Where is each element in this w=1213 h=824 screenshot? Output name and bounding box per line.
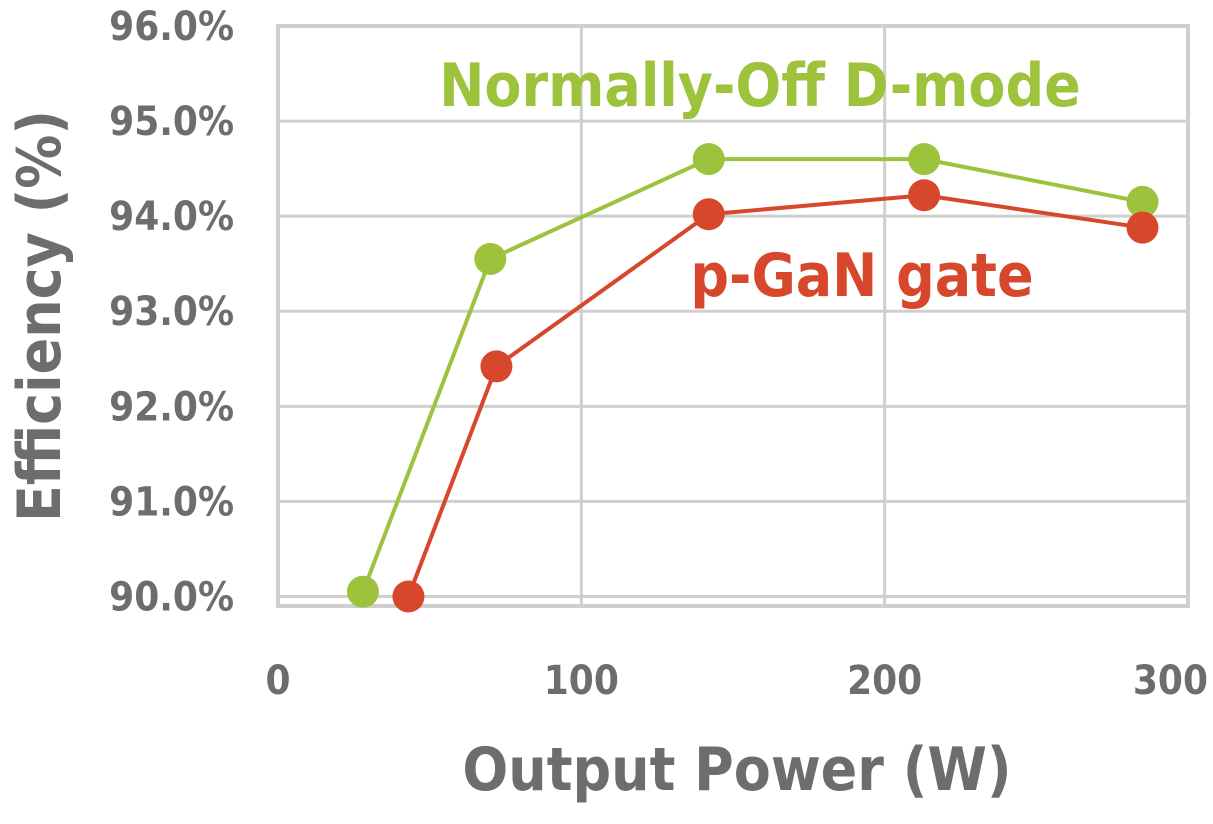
data-series — [346, 143, 1159, 613]
y-tick-label: 90.0% — [109, 574, 234, 620]
series-normally-off-d-mode — [346, 143, 1159, 608]
x-axis-title: Output Power (W) — [462, 735, 1011, 805]
data-point — [480, 350, 513, 383]
grid-lines — [278, 26, 1188, 606]
y-tick-label: 91.0% — [109, 479, 234, 525]
data-point — [908, 143, 941, 176]
x-tick-label: 100 — [544, 658, 619, 704]
x-tick-labels: 0 100 200 300 — [265, 658, 1208, 704]
data-point — [346, 575, 379, 608]
y-axis-title: Efficiency (%) — [5, 110, 75, 522]
plot-frame — [276, 24, 1190, 608]
x-tick-label: 0 — [265, 658, 290, 704]
series-label-normally-off-d-mode: Normally-Off D-mode — [439, 51, 1080, 121]
data-point — [1126, 211, 1159, 244]
data-point — [1126, 185, 1159, 218]
y-tick-label: 93.0% — [109, 289, 234, 335]
x-tick-label: 300 — [1133, 658, 1208, 704]
series-label-p-gan-gate: p-GaN gate — [690, 241, 1033, 311]
y-tick-label: 92.0% — [109, 384, 234, 430]
data-point — [392, 580, 425, 613]
data-point — [692, 198, 725, 231]
y-tick-labels: 90.0% 91.0% 92.0% 93.0% 94.0% 95.0% 96.0% — [109, 4, 234, 620]
x-tick-label: 200 — [847, 658, 922, 704]
series-p-gan-gate — [392, 179, 1159, 613]
y-tick-label: 96.0% — [109, 4, 234, 50]
data-point — [692, 143, 725, 176]
y-tick-label: 95.0% — [109, 99, 234, 145]
data-point — [908, 179, 941, 212]
data-point — [474, 242, 507, 275]
y-tick-label: 94.0% — [109, 194, 234, 240]
